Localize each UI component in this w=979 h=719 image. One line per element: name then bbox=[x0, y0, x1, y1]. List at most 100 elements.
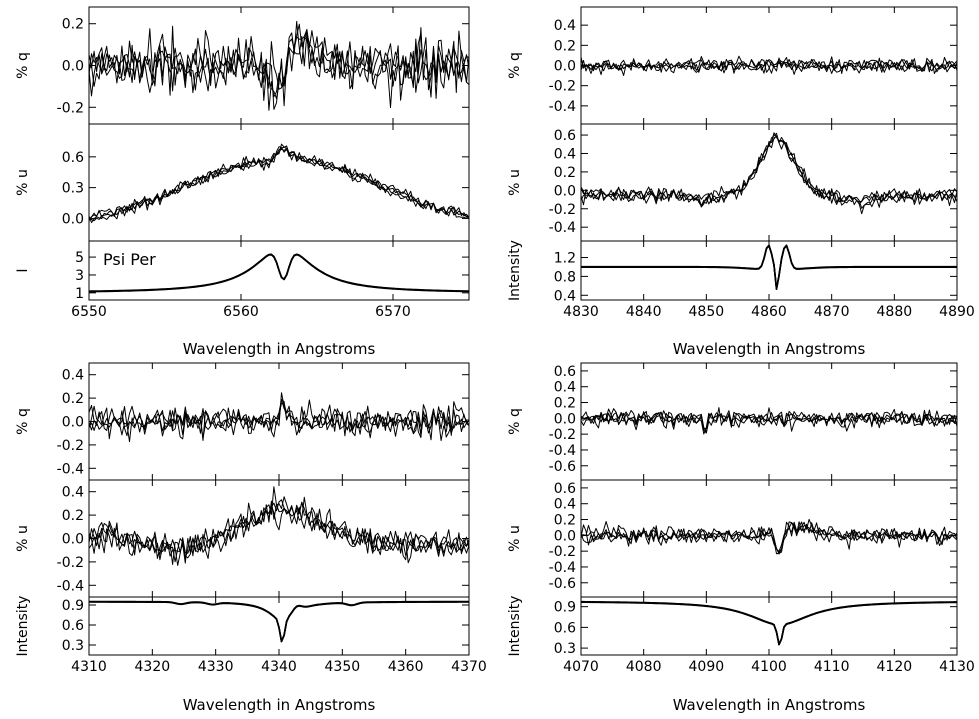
y-tick-label: 0.6 bbox=[62, 150, 84, 166]
y-tick-label: 0.4 bbox=[62, 485, 84, 501]
y-tick-label: 0.4 bbox=[554, 380, 576, 396]
y-tick-label: 0.2 bbox=[62, 508, 84, 524]
y-tick-label: 1 bbox=[75, 286, 84, 302]
y-tick-label: -0.4 bbox=[549, 443, 576, 459]
series-line bbox=[89, 402, 469, 440]
y-tick-label: 0.0 bbox=[62, 59, 84, 75]
x-axis-label: Wavelength in Angstroms bbox=[673, 696, 866, 714]
x-tick-label: 4100 bbox=[751, 659, 787, 675]
y-axis-label: % q bbox=[507, 408, 523, 435]
y-tick-label: -0.2 bbox=[549, 202, 576, 218]
y-axis-label: I bbox=[15, 268, 31, 272]
y-tick-label: -0.2 bbox=[57, 438, 84, 454]
chart-group-2: -0.4 -0.2 0.0 0.2 0.4 % q -0.4 -0.2 0.0 0.2 0.4 0.6… bbox=[507, 6, 975, 358]
panel-4-2: -0.6-0.4-0.20.00.20.40.6 % u bbox=[507, 479, 958, 598]
y-tick-label: 0.3 bbox=[62, 638, 84, 654]
x-tick-label: 4320 bbox=[135, 659, 171, 675]
x-tick-label: 4340 bbox=[261, 659, 297, 675]
y-tick-label: 0.6 bbox=[554, 364, 576, 380]
y-axis-label: % u bbox=[507, 525, 523, 552]
series-line bbox=[581, 518, 957, 555]
chart-group-1: -0.2 0.0 0.2 % q 0.0 0.3 0.6 % u 1 3 5 I 6550 6560 657… bbox=[15, 6, 470, 358]
series-line bbox=[89, 20, 469, 109]
panel-4-3: 0.3 0.6 0.9 Intensity bbox=[507, 596, 958, 657]
y-axis-label: Intensity bbox=[507, 596, 523, 657]
x-axis-label: Wavelength in Angstroms bbox=[673, 340, 866, 358]
plot-frame bbox=[88, 240, 470, 301]
y-axis-label: % q bbox=[15, 408, 31, 435]
y-tick-label: -0.6 bbox=[549, 459, 576, 475]
star-name-annotation: Psi Per bbox=[103, 250, 156, 269]
y-tick-label: 0.6 bbox=[554, 620, 576, 636]
x-tick-label: 6570 bbox=[375, 304, 411, 320]
y-tick-label: 0.0 bbox=[554, 59, 576, 75]
panel-3-3: 0.3 0.6 0.9 Intensity bbox=[15, 596, 470, 657]
x-tick-label: 4860 bbox=[751, 304, 787, 320]
series-line bbox=[89, 399, 469, 442]
series-line bbox=[89, 253, 469, 292]
panel-4-1: -0.6-0.4-0.20.00.20.40.6 % q bbox=[507, 362, 958, 481]
y-tick-label: -0.4 bbox=[549, 560, 576, 576]
series-line bbox=[89, 146, 469, 222]
x-tick-label: 4090 bbox=[689, 659, 725, 675]
series-line bbox=[89, 486, 469, 566]
x-tick-label: 4080 bbox=[626, 659, 662, 675]
panel-3-1: -0.4 -0.2 0.0 0.2 0.4 % q bbox=[15, 362, 470, 481]
x-tick-label: 4310 bbox=[71, 659, 107, 675]
y-tick-label: 0.0 bbox=[554, 528, 576, 544]
series-line bbox=[581, 521, 957, 554]
y-tick-label: 0.0 bbox=[62, 532, 84, 548]
y-tick-label: 0.9 bbox=[62, 598, 84, 614]
y-tick-label: 0.3 bbox=[62, 181, 84, 197]
y-tick-label: -0.2 bbox=[549, 427, 576, 443]
x-tick-label: 4070 bbox=[563, 659, 599, 675]
series-line bbox=[581, 408, 957, 435]
y-tick-label: 0.2 bbox=[62, 391, 84, 407]
y-axis-label: % q bbox=[15, 52, 31, 79]
x-tick-label: 4120 bbox=[877, 659, 913, 675]
y-tick-label: 0.6 bbox=[62, 618, 84, 634]
x-tick-label: 4350 bbox=[325, 659, 361, 675]
y-tick-label: 5 bbox=[75, 250, 84, 266]
x-axis-label: Wavelength in Angstroms bbox=[183, 696, 376, 714]
series-line bbox=[581, 135, 957, 205]
series-line bbox=[89, 143, 469, 224]
y-tick-label: 0.0 bbox=[554, 183, 576, 199]
x-tick-label: 4330 bbox=[198, 659, 234, 675]
y-tick-label: -0.4 bbox=[57, 461, 84, 477]
panel-2-2: -0.4 -0.2 0.0 0.2 0.4 0.6 % u bbox=[507, 123, 958, 242]
y-tick-label: 0.4 bbox=[554, 146, 576, 162]
x-axis-label: Wavelength in Angstroms bbox=[183, 340, 376, 358]
x-tick-label: 4360 bbox=[388, 659, 424, 675]
y-tick-label: -0.4 bbox=[549, 220, 576, 236]
y-tick-label: -0.2 bbox=[549, 544, 576, 560]
y-axis-label: Intensity bbox=[15, 596, 31, 657]
y-tick-label: 0.0 bbox=[554, 411, 576, 427]
y-tick-label: -0.2 bbox=[57, 100, 84, 116]
panel-2-3: 0.4 0.8 1.2 Intensity bbox=[507, 240, 958, 304]
panel-1-3: 1 3 5 I bbox=[15, 240, 470, 302]
y-tick-label: -0.4 bbox=[549, 99, 576, 115]
x-tick-label: 4110 bbox=[814, 659, 850, 675]
y-axis-label: % u bbox=[507, 169, 523, 196]
x-tick-label: 4870 bbox=[814, 304, 850, 320]
y-tick-label: 0.4 bbox=[554, 288, 576, 304]
y-tick-label: 0.2 bbox=[554, 396, 576, 412]
x-tick-label: 4370 bbox=[451, 659, 487, 675]
chart-group-3: -0.4 -0.2 0.0 0.2 0.4 % q -0.4 -0.2 0.0 0.2 0.4 % u… bbox=[15, 362, 487, 714]
y-tick-label: 0.2 bbox=[62, 17, 84, 33]
y-tick-label: 0.0 bbox=[62, 211, 84, 227]
y-tick-label: 0.3 bbox=[554, 641, 576, 657]
x-tick-label: 4840 bbox=[626, 304, 662, 320]
x-tick-label: 4890 bbox=[939, 304, 975, 320]
series-line bbox=[89, 25, 469, 111]
y-tick-label: 0.4 bbox=[554, 497, 576, 513]
y-tick-label: 0.0 bbox=[62, 415, 84, 431]
panel-1-2: 0.0 0.3 0.6 % u bbox=[15, 123, 470, 242]
y-tick-label: 0.6 bbox=[554, 481, 576, 497]
x-tick-label: 6560 bbox=[223, 304, 259, 320]
y-tick-label: 0.2 bbox=[554, 165, 576, 181]
series-line bbox=[89, 499, 469, 564]
y-tick-label: 0.6 bbox=[554, 128, 576, 144]
